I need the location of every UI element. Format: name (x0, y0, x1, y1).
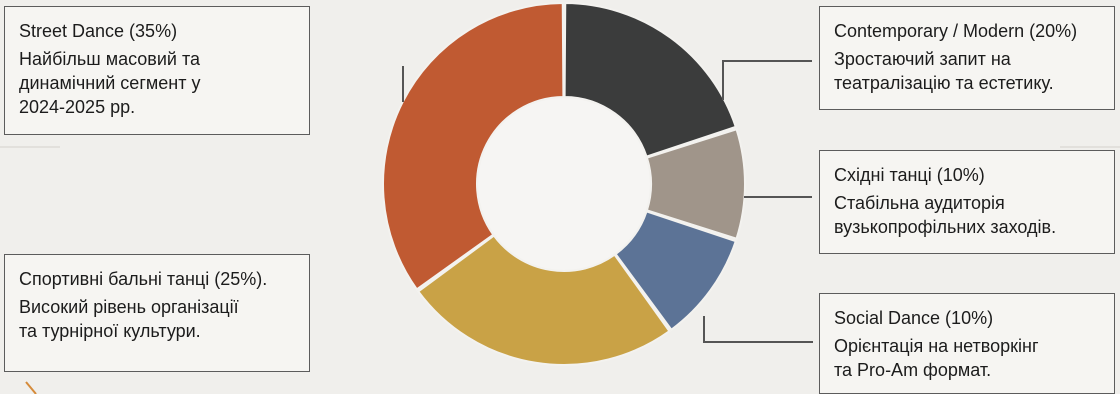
leader-line-social (703, 316, 705, 342)
callout-title: Contemporary / Modern (20%) (834, 21, 1078, 41)
callout-description: Стабільна аудиторія вузькопрофільних зах… (834, 193, 1057, 237)
callout-contemporary: Contemporary / Modern (20%) Зростаючий з… (819, 6, 1115, 110)
callout-description: Найбільш масовий та динамічний сегмент у… (19, 49, 201, 117)
leader-line-street (402, 66, 404, 102)
decorative-tick (25, 381, 37, 394)
callout-social-dance: Social Dance (10%) Орієнтація на нетворк… (819, 293, 1115, 394)
callout-description: Орієнтація на нетворкінг та Pro-Am форма… (834, 336, 1039, 380)
callout-street-dance: Street Dance (35%) Найбільш масовий та д… (4, 6, 310, 135)
donut-slice-5 (382, 1, 565, 291)
donut-slice-1 (563, 1, 738, 158)
callout-title: Спортивні бальні танці (25%). (19, 269, 268, 289)
leader-line-contemporary-h (722, 60, 812, 62)
donut-slice-3 (614, 210, 738, 332)
background-divider (0, 146, 60, 148)
donut-slice-2 (645, 128, 747, 240)
leader-line-social-h (703, 341, 813, 343)
callout-description: Зростаючий запит на театралізацію та ест… (834, 49, 1054, 93)
donut-slice-4 (416, 234, 671, 366)
leader-line-eastern (744, 196, 812, 198)
callout-title: Social Dance (10%) (834, 308, 994, 328)
callout-ballroom: Спортивні бальні танці (25%). Високий рі… (4, 254, 310, 372)
callout-eastern-dance: Східні танці (10%) Стабільна аудиторія в… (819, 150, 1115, 254)
callout-description: Високий рівень організації та турнірної … (19, 297, 239, 341)
callout-title: Східні танці (10%) (834, 165, 985, 185)
callout-title: Street Dance (35%) (19, 21, 178, 41)
donut-hole (478, 98, 650, 270)
leader-line-contemporary (722, 60, 724, 100)
background-divider (1060, 146, 1120, 148)
